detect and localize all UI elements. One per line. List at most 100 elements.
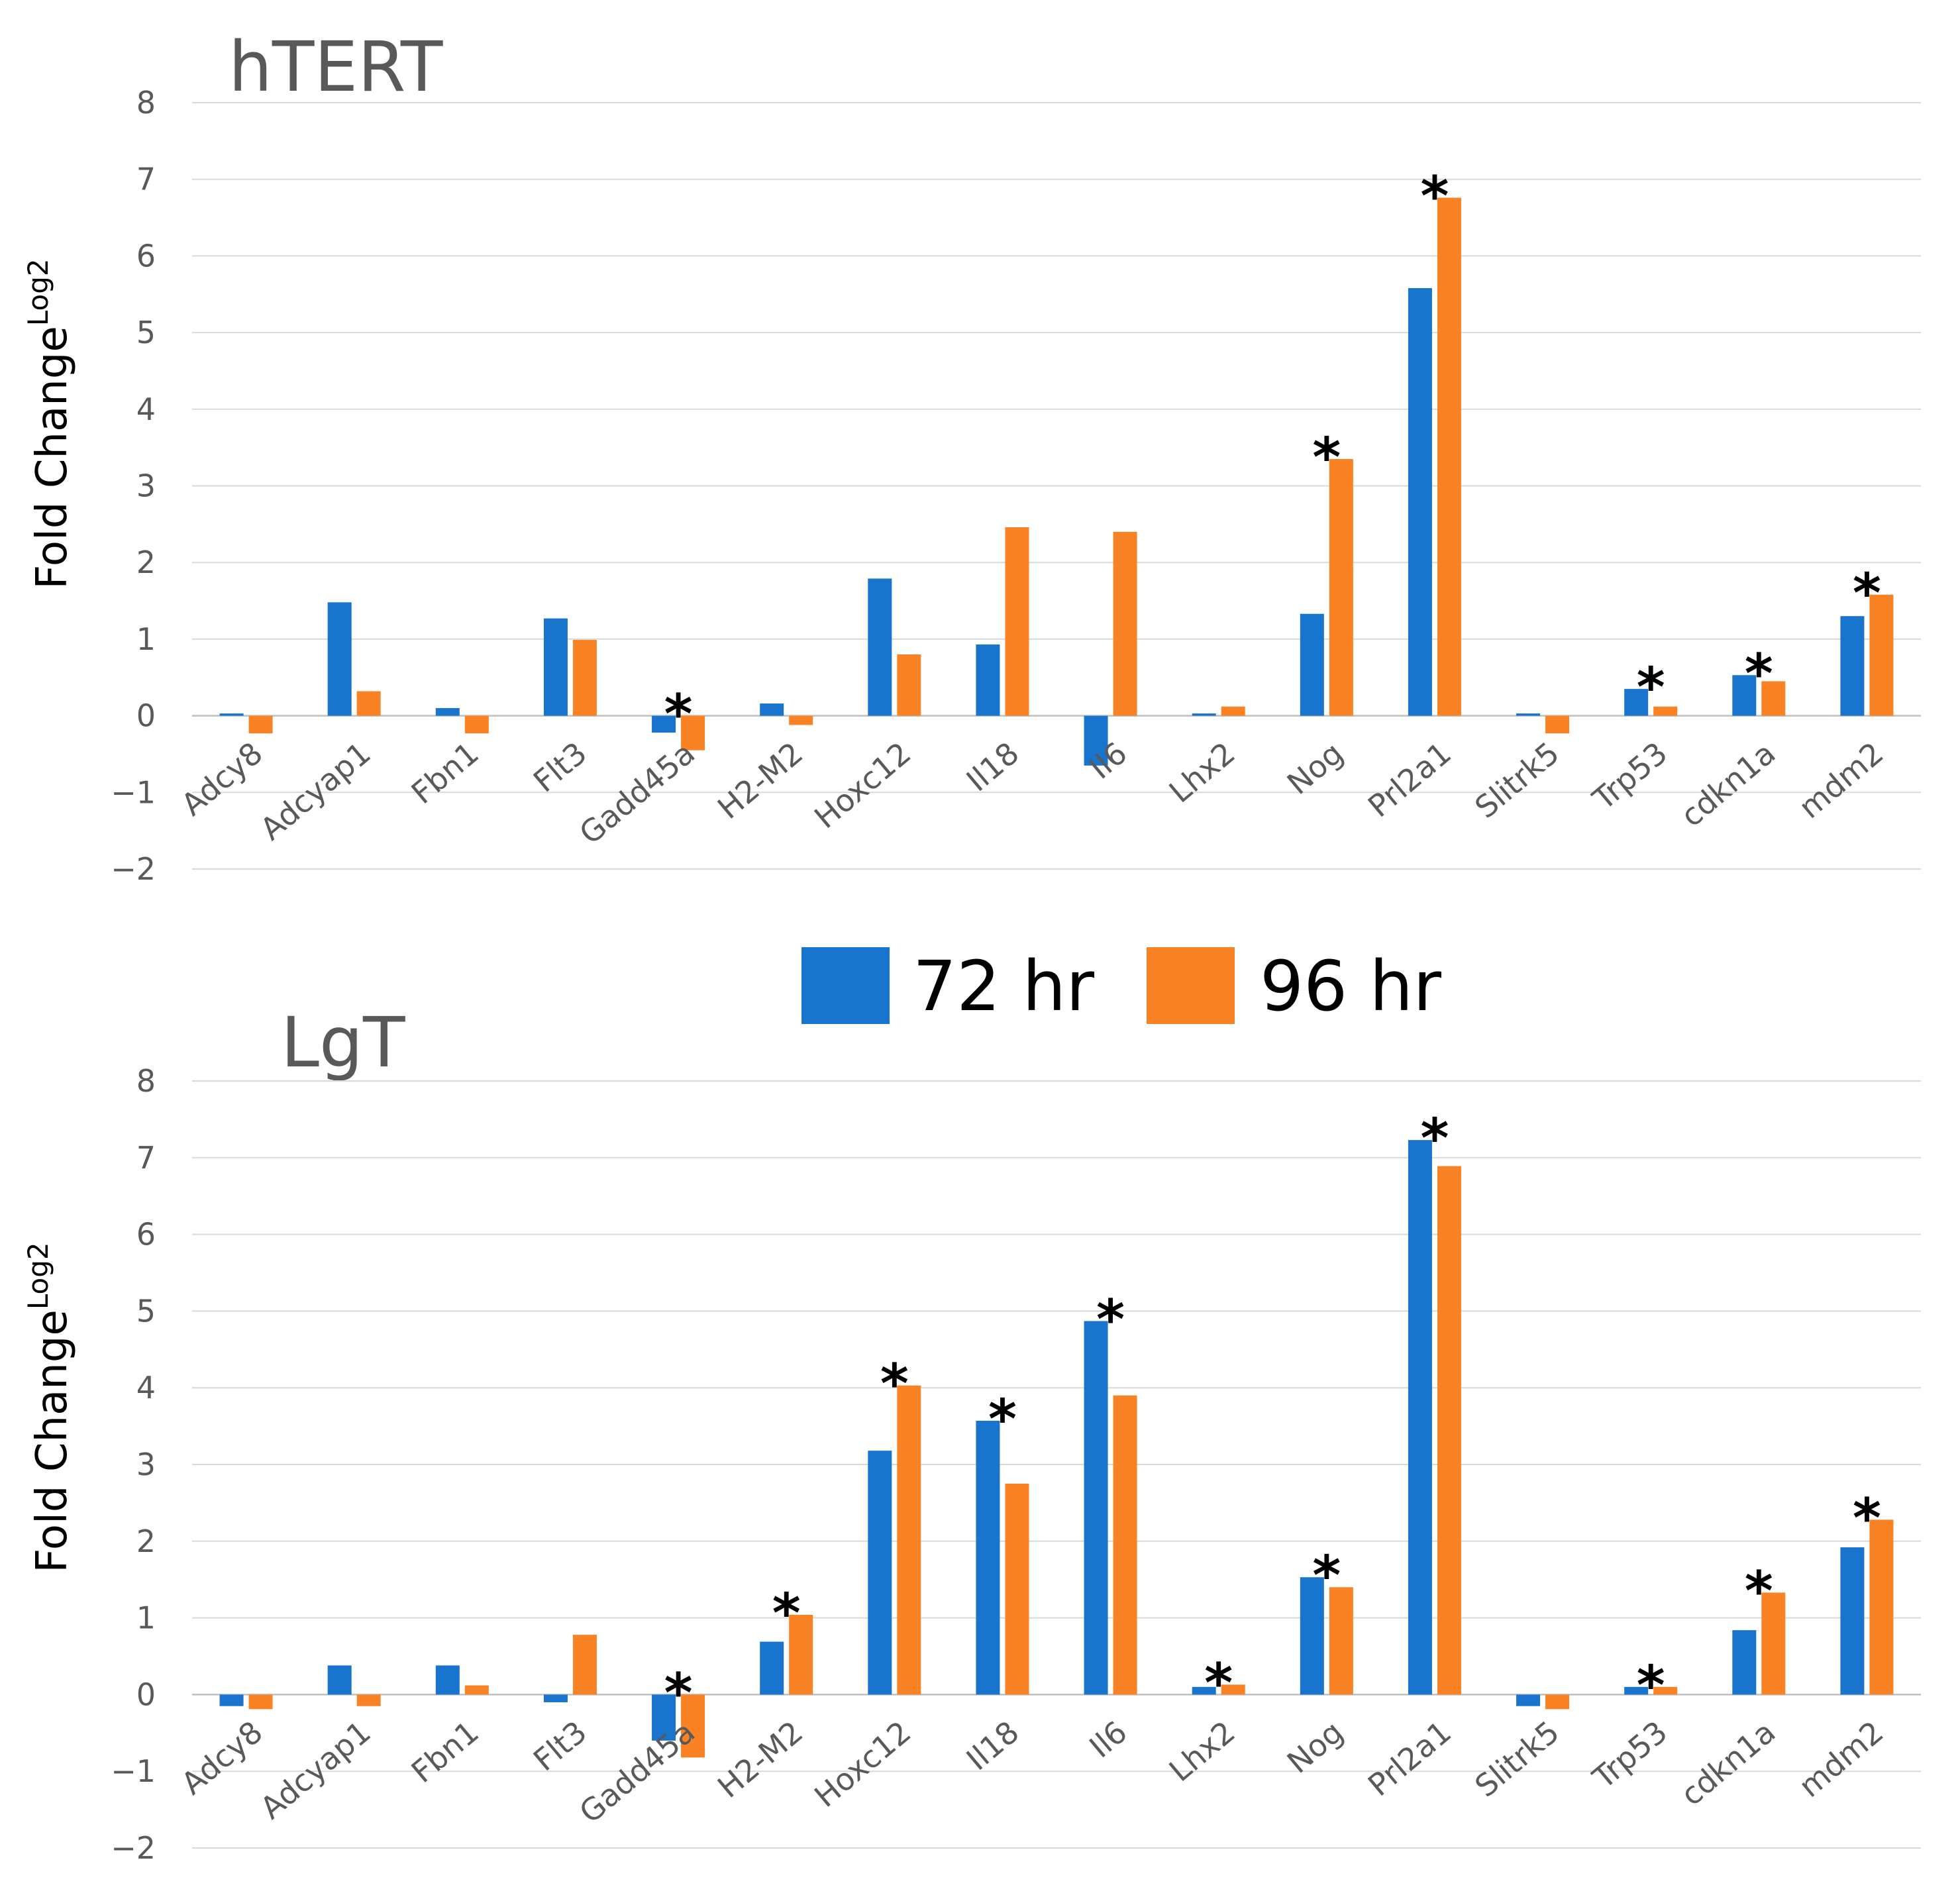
bar	[1408, 1140, 1432, 1695]
bar	[1084, 715, 1108, 766]
bar	[760, 703, 784, 716]
bar	[789, 1614, 813, 1695]
bar	[1732, 1630, 1757, 1695]
significance-star: *	[1420, 1107, 1449, 1170]
significance-star: *	[664, 684, 693, 746]
significance-star: *	[1312, 1545, 1341, 1608]
y-tick-label: 8	[136, 85, 156, 121]
significance-star: *	[1745, 642, 1773, 705]
significance-star: *	[1853, 1487, 1881, 1550]
bar	[464, 1685, 489, 1695]
y-tick-label: 6	[136, 238, 156, 274]
bar	[1437, 197, 1461, 716]
y-axis-label: Fold ChangeLog2	[22, 1242, 77, 1572]
bar	[976, 1420, 1000, 1695]
bar	[976, 644, 1000, 716]
bar	[1437, 1166, 1461, 1695]
bar	[1329, 459, 1353, 716]
bar	[464, 715, 489, 734]
y-tick-label: 4	[136, 391, 156, 427]
bar	[435, 708, 460, 716]
bar	[1761, 681, 1786, 716]
bar	[1840, 616, 1865, 716]
bar	[1869, 1519, 1894, 1695]
bar	[1624, 1686, 1649, 1695]
bar	[219, 1694, 244, 1706]
significance-star: *	[772, 1582, 801, 1645]
bar	[897, 654, 921, 716]
significance-star: *	[1096, 1288, 1125, 1351]
y-tick-label: 3	[136, 468, 156, 504]
bar	[543, 1694, 568, 1702]
bar	[356, 1694, 381, 1706]
significance-star: *	[1312, 427, 1341, 489]
bar	[435, 1665, 460, 1695]
legend: 72 hr 96 hr	[801, 946, 1441, 1027]
bar	[868, 1451, 892, 1695]
bar	[789, 715, 813, 725]
bar	[219, 713, 244, 716]
bar	[1545, 1694, 1570, 1710]
significance-star: *	[1420, 165, 1449, 228]
bar	[543, 618, 568, 716]
significance-star: *	[1637, 1655, 1665, 1718]
significance-star: *	[1745, 1560, 1773, 1623]
bar	[1516, 1694, 1541, 1706]
bar	[1840, 1547, 1865, 1695]
bar	[1221, 1684, 1245, 1695]
y-axis-label-text: Fold Change	[28, 326, 77, 589]
bar	[1732, 675, 1757, 716]
y-tick-label: 5	[136, 315, 156, 350]
y-ticks: 8 7 6 5 4 3 2 1 0 −1 −2	[111, 85, 156, 887]
chart-title: hTERT	[229, 26, 443, 107]
significance-star: *	[880, 1353, 909, 1416]
bar	[1761, 1592, 1786, 1695]
bar	[681, 1694, 705, 1758]
y-tick-label: 2	[136, 1523, 156, 1559]
bar	[1192, 713, 1216, 716]
bar	[1869, 594, 1894, 716]
y-tick-label: −2	[111, 851, 156, 887]
bar	[1113, 531, 1137, 716]
legend-label-72hr: 72 hr	[913, 946, 1094, 1027]
bar	[248, 715, 273, 734]
significance-star: *	[1637, 656, 1665, 719]
chart-title: LgT	[281, 1002, 405, 1083]
significance-star: *	[988, 1388, 1017, 1451]
bar	[681, 715, 705, 750]
y-tick-label: 8	[136, 1063, 156, 1099]
bar	[760, 1641, 784, 1695]
bar	[868, 578, 892, 716]
y-axis-label-superscript: Log2	[22, 258, 54, 326]
significance-star: *	[1853, 562, 1881, 625]
bar	[1221, 706, 1245, 716]
bar	[1653, 706, 1678, 716]
y-tick-label: 7	[136, 1140, 156, 1176]
y-tick-label: 6	[136, 1217, 156, 1253]
bar	[1408, 287, 1432, 716]
y-axis-label-text: Fold Change	[28, 1309, 77, 1572]
bar	[1113, 1395, 1137, 1695]
bar	[572, 1635, 597, 1695]
y-ticks: 8 7 6 5 4 3 2 1 0 −1 −2	[111, 1063, 156, 1866]
y-tick-label: 7	[136, 162, 156, 197]
bar	[1329, 1587, 1353, 1695]
gridlines	[192, 1080, 1921, 1849]
legend-label-96hr: 96 hr	[1260, 946, 1441, 1027]
y-tick-label: 1	[136, 621, 156, 657]
bar	[1192, 1686, 1216, 1695]
bar	[327, 602, 352, 716]
y-tick-label: −2	[111, 1830, 156, 1866]
bars	[219, 197, 1894, 766]
bar	[1005, 527, 1029, 716]
y-tick-label: 3	[136, 1447, 156, 1482]
significance-marks: * * * * * * * * * * *	[664, 1107, 1881, 1725]
bar	[356, 691, 381, 716]
y-tick-label: 1	[136, 1600, 156, 1636]
bar	[1005, 1483, 1029, 1695]
bar	[327, 1665, 352, 1695]
y-tick-label: 4	[136, 1370, 156, 1406]
bar	[652, 715, 676, 733]
bar	[1653, 1686, 1678, 1695]
bar	[1516, 713, 1541, 716]
